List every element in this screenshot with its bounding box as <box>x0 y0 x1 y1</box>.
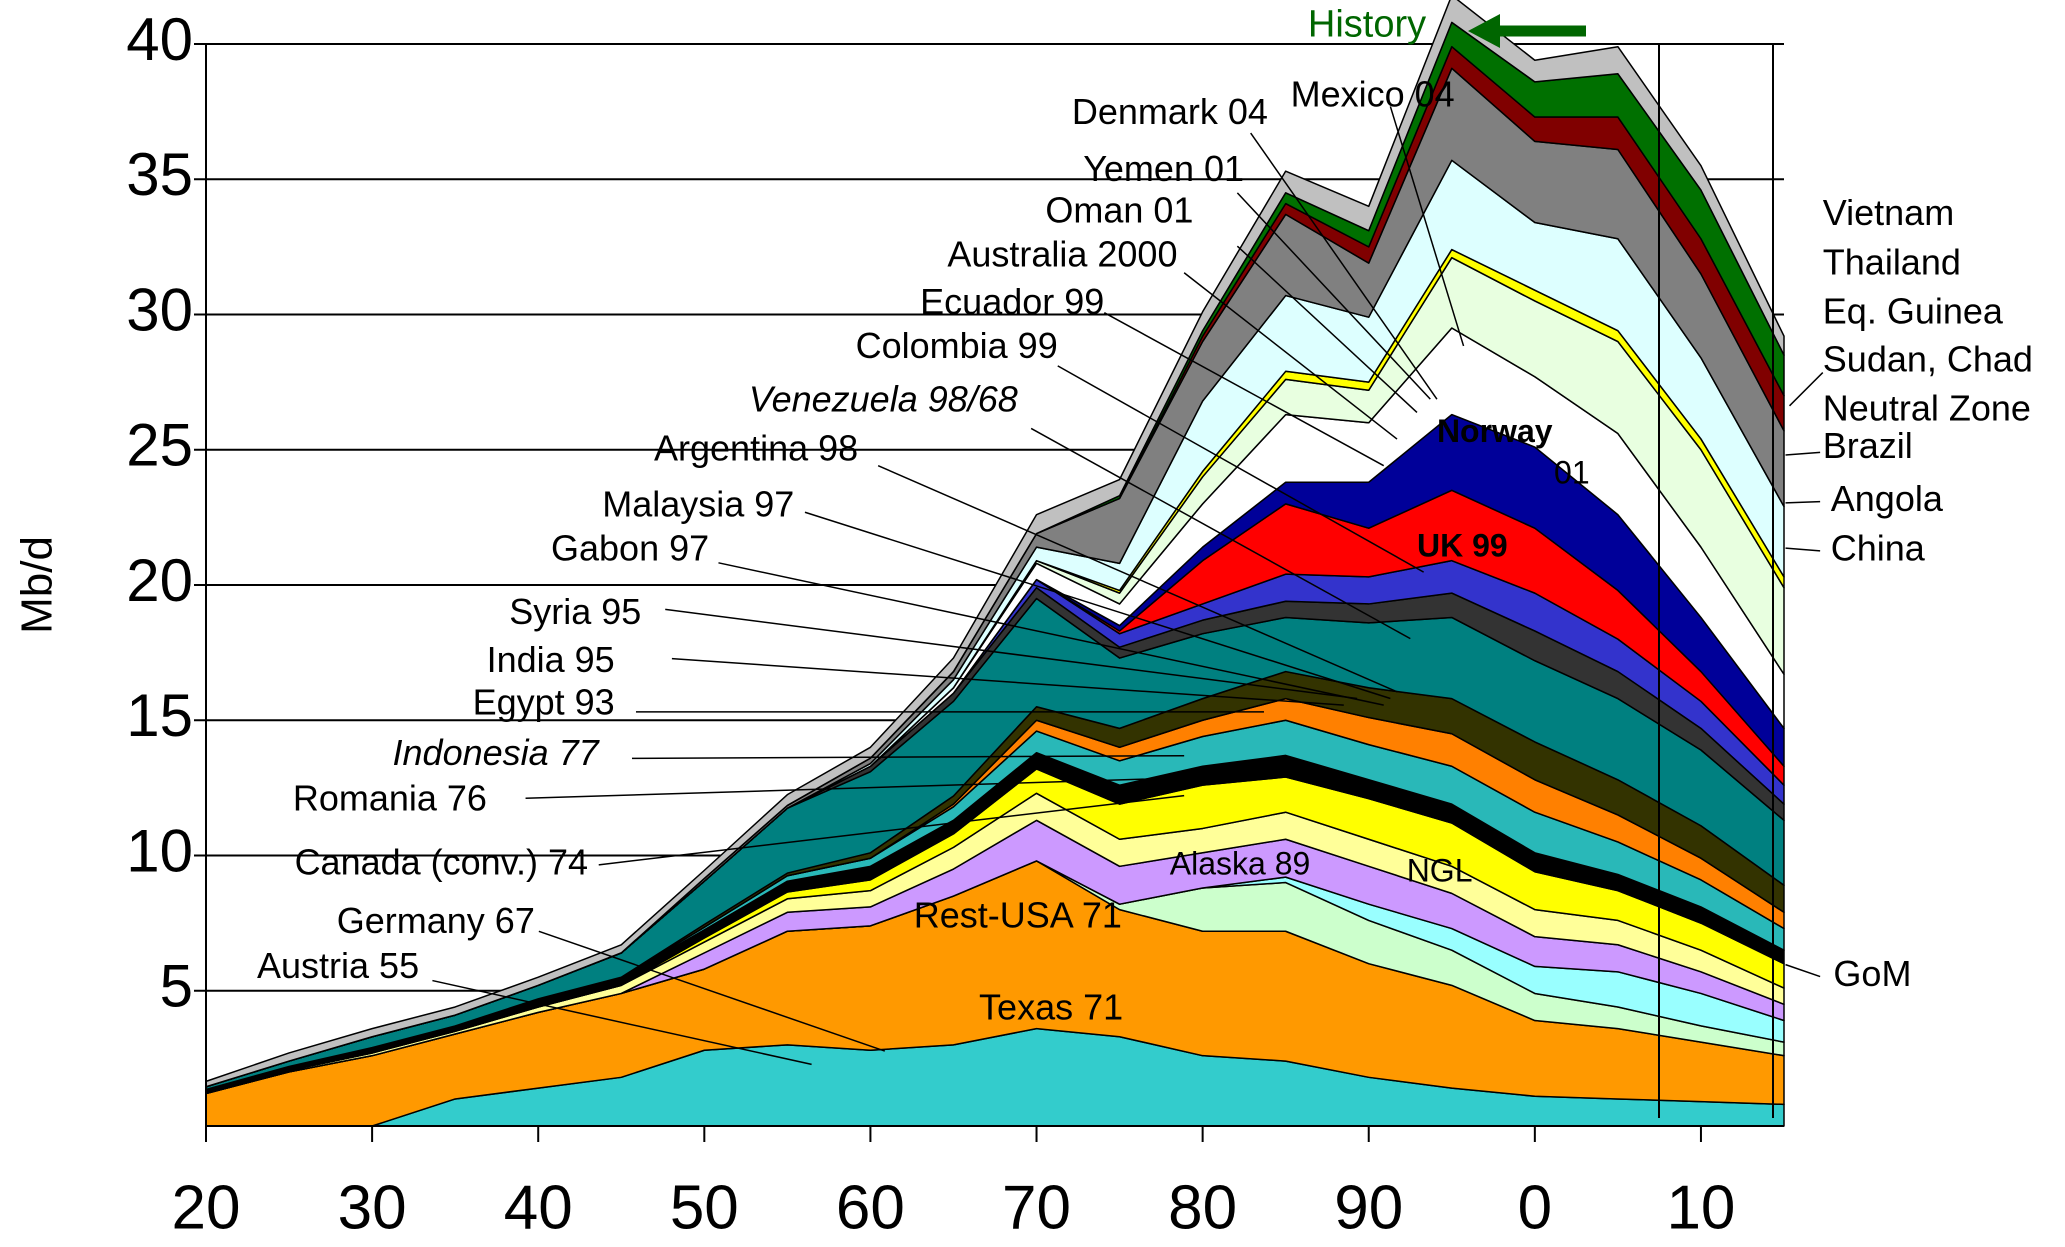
leader-line <box>1236 192 1431 400</box>
annotation: Australia 2000 <box>947 233 1177 274</box>
annotation: Indonesia 77 <box>393 732 601 773</box>
leader-line <box>631 754 1185 760</box>
leader-line <box>1788 372 1824 407</box>
leader-line <box>525 777 1171 800</box>
leader-line <box>665 608 1358 700</box>
annotation: Canada (conv.) 74 <box>295 841 589 882</box>
leader-line <box>1250 132 1438 400</box>
leader-line <box>877 464 1398 693</box>
y-tick-label: 15 <box>126 682 193 749</box>
annotation: Angola <box>1831 478 1944 519</box>
y-tick-label: 30 <box>126 276 193 343</box>
x-tick-label: 50 <box>670 1173 739 1242</box>
annotation: Austria 55 <box>257 945 419 986</box>
annotation: Neutral Zone <box>1823 388 2031 429</box>
y-tick-label: 25 <box>126 412 193 479</box>
x-tick-label: 60 <box>836 1173 905 1242</box>
leader-line <box>1389 106 1465 347</box>
leader-line <box>598 794 1185 866</box>
leader-line <box>1785 547 1821 552</box>
leader-line <box>671 657 1344 706</box>
leader-line <box>1183 272 1398 440</box>
leader-line <box>1785 963 1821 978</box>
annotation: Venezuela 98/68 <box>749 378 1018 419</box>
leader-line <box>1103 312 1385 467</box>
annotation: Rest-USA 71 <box>914 895 1122 936</box>
annotation: NGL <box>1407 852 1473 888</box>
annotation: Malaysia 97 <box>602 483 794 524</box>
annotation: India 95 <box>487 639 615 680</box>
annotation: UK 99 <box>1417 528 1508 564</box>
annotation: Ecuador 99 <box>920 281 1104 322</box>
leader-line <box>1057 365 1425 573</box>
leader-line <box>1785 500 1821 504</box>
annotation: Colombia 99 <box>856 325 1058 366</box>
annotation: Oman 01 <box>1045 189 1193 230</box>
leader-line <box>432 979 812 1066</box>
annotation: 01 <box>1554 454 1590 490</box>
x-tick-label: 90 <box>1334 1173 1403 1242</box>
annotation: Argentina 98 <box>654 428 858 469</box>
annotation: GoM <box>1833 953 1911 994</box>
y-tick-label: 40 <box>126 6 193 73</box>
y-axis-label: Mb/d <box>13 536 62 634</box>
x-tick-label: 80 <box>1168 1173 1237 1242</box>
annotation: Syria 95 <box>509 591 641 632</box>
annotation: Denmark 04 <box>1072 91 1268 132</box>
y-tick-label: 10 <box>126 817 193 884</box>
annotation: Egypt 93 <box>473 682 615 723</box>
annotation: Vietnam <box>1823 192 1954 233</box>
annotation: Yemen 01 <box>1083 148 1244 189</box>
leader-line <box>1030 427 1411 640</box>
annotation: Germany 67 <box>337 900 535 941</box>
annotation: Eq. Guinea <box>1823 291 2004 332</box>
annotation: Mexico 04 <box>1291 74 1455 115</box>
leader-line <box>1236 245 1418 414</box>
annotation: History <box>1308 4 1426 46</box>
x-tick-label: 10 <box>1666 1173 1735 1242</box>
annotation: Texas 71 <box>979 986 1123 1027</box>
leader-line <box>804 511 1391 700</box>
leader-line <box>1785 451 1821 456</box>
annotation: Gabon 97 <box>551 527 709 568</box>
history-arrow <box>1468 14 1586 48</box>
annotation: Romania 76 <box>293 777 487 818</box>
x-tick-label: 0 <box>1518 1173 1552 1242</box>
annotation: Norway <box>1437 413 1553 449</box>
annotation: Thailand <box>1823 241 1961 282</box>
annotation: Brazil <box>1823 425 1913 466</box>
x-tick-label: 40 <box>504 1173 573 1242</box>
leader-line <box>718 562 1384 706</box>
y-tick-label: 5 <box>160 953 193 1020</box>
x-tick-label: 20 <box>172 1173 241 1242</box>
annotation: Sudan, Chad <box>1823 338 2033 379</box>
x-tick-label: 30 <box>338 1173 407 1242</box>
y-tick-label: 35 <box>126 141 193 208</box>
annotation: Alaska 89 <box>1170 846 1311 882</box>
x-tick-label: 70 <box>1002 1173 1071 1242</box>
leader-line <box>538 930 886 1052</box>
area <box>205 0 1785 1088</box>
annotation: China <box>1831 527 1926 568</box>
areas <box>205 0 1785 1127</box>
y-tick-label: 20 <box>126 547 193 614</box>
